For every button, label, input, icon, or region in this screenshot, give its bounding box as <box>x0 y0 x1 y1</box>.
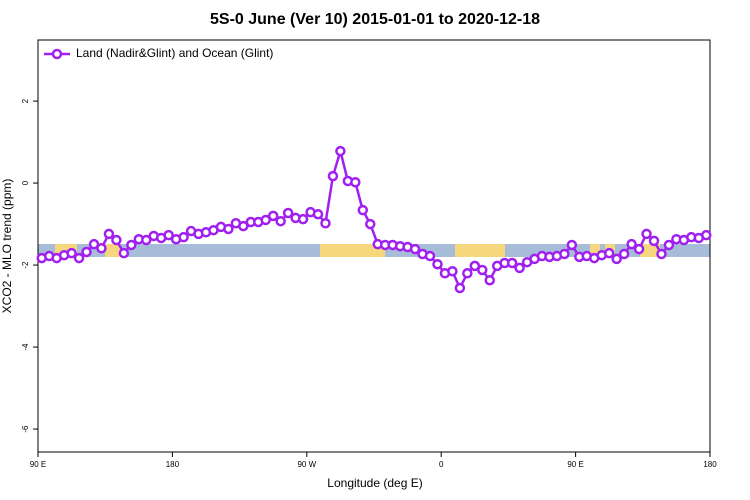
data-point <box>126 239 137 251</box>
data-point <box>81 246 92 258</box>
data-point <box>320 217 331 229</box>
x-tick-label: 90 E <box>30 460 46 469</box>
data-point <box>648 235 660 247</box>
data-point <box>350 177 361 188</box>
land-band <box>105 244 121 257</box>
data-point <box>260 214 271 226</box>
data-point <box>447 265 458 277</box>
data-point <box>312 208 324 220</box>
data-point <box>178 231 189 243</box>
y-tick-label: 2 <box>21 98 30 103</box>
data-point <box>477 264 488 276</box>
y-tick-label: -2 <box>21 261 30 269</box>
data-point <box>424 250 436 262</box>
data-point <box>357 204 369 216</box>
data-point <box>618 248 630 260</box>
x-tick-label: 180 <box>703 460 717 469</box>
data-point <box>365 218 376 230</box>
series-line <box>41 146 707 291</box>
data-point <box>282 207 294 219</box>
x-axis-title: Longitude (deg E) <box>327 476 422 490</box>
x-tick-label: 180 <box>166 460 180 469</box>
data-point <box>163 229 174 241</box>
data-point <box>88 238 100 250</box>
data-point <box>656 248 667 260</box>
data-point <box>223 223 234 235</box>
x-tick-label: 90 W <box>297 460 316 469</box>
data-point <box>701 229 712 241</box>
land-band <box>320 244 385 257</box>
land-band <box>640 244 660 257</box>
data-point <box>506 257 518 269</box>
y-axis-title: XCO2 - MLO trend (ppm) <box>0 179 14 314</box>
data-point <box>335 145 346 157</box>
x-tick-label: 90 E <box>567 460 583 469</box>
data-point <box>432 258 443 270</box>
data-point <box>118 247 130 259</box>
land-band <box>590 244 600 257</box>
legend-label: Land (Nadir&Glint) and Ocean (Glint) <box>76 46 273 60</box>
data-point <box>111 234 122 246</box>
plot-frame <box>37 39 711 453</box>
y-tick-label: 0 <box>21 180 30 185</box>
data-point <box>611 253 622 265</box>
legend-marker <box>51 48 63 60</box>
y-tick-label: -6 <box>21 425 30 433</box>
data-point <box>73 252 85 264</box>
data-point <box>267 210 279 222</box>
data-point <box>559 248 570 260</box>
data-point <box>633 243 645 255</box>
data-point <box>566 239 578 251</box>
data-point <box>275 215 286 227</box>
data-point <box>454 282 466 294</box>
data-point <box>663 239 675 251</box>
land-band <box>455 244 505 257</box>
data-point <box>297 213 309 225</box>
data-point <box>603 247 615 259</box>
data-point <box>409 243 421 255</box>
data-point <box>238 220 249 232</box>
data-point <box>626 238 637 250</box>
data-point <box>103 228 115 240</box>
chart-title: 5S-0 June (Ver 10) 2015-01-01 to 2020-12… <box>210 11 540 28</box>
data-point <box>641 228 652 240</box>
y-tick-label: -4 <box>21 343 30 351</box>
data-point <box>96 243 107 254</box>
data-point <box>514 262 525 274</box>
x-tick-label: 0 <box>439 460 444 469</box>
data-point <box>141 234 152 246</box>
data-point <box>462 268 473 279</box>
data-point <box>469 260 481 272</box>
data-point <box>327 170 339 182</box>
data-point <box>66 247 77 259</box>
data-point <box>484 274 495 286</box>
